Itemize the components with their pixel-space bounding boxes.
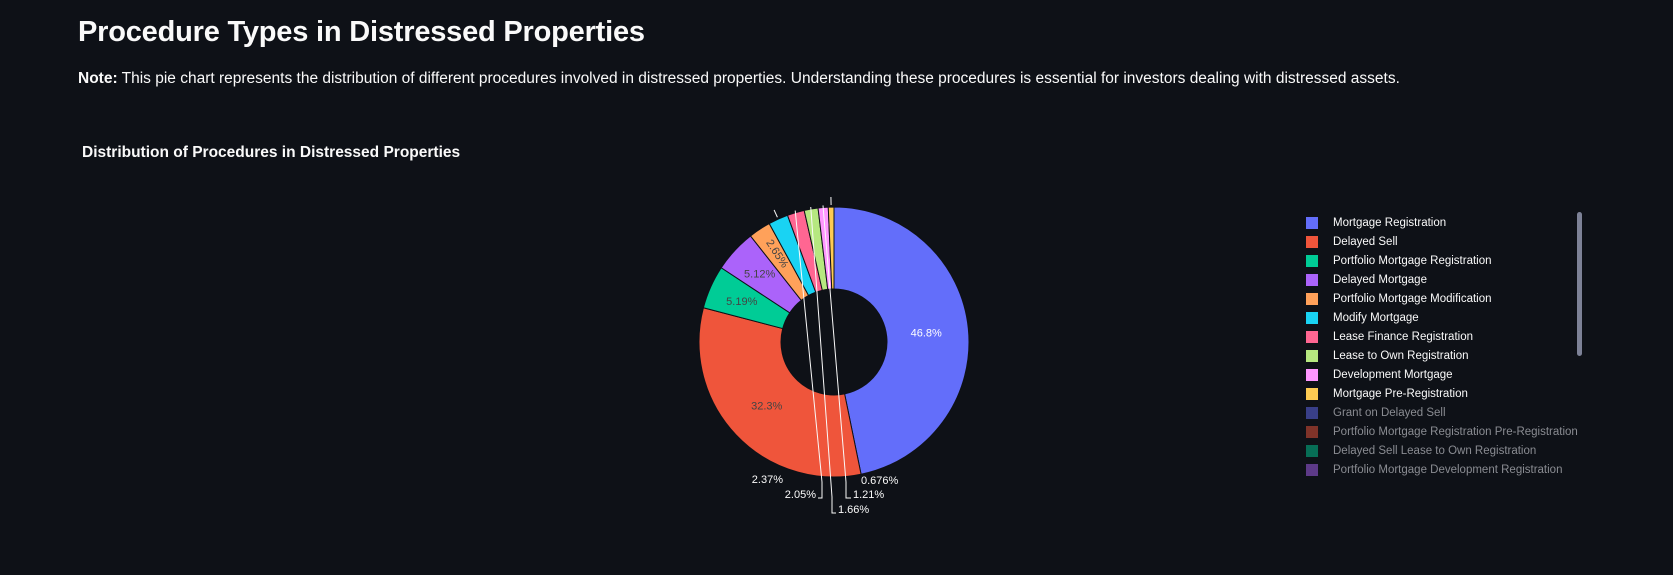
legend-label: Lease Finance Registration <box>1333 330 1473 343</box>
slice-label: 1.66% <box>838 504 869 516</box>
legend-item[interactable]: Lease to Own Registration <box>1306 346 1588 365</box>
legend-label: Portfolio Mortgage Registration Pre-Regi… <box>1333 425 1578 438</box>
legend-swatch <box>1306 216 1318 229</box>
chart-legend[interactable]: Mortgage Registration Delayed Sell Portfol… <box>1306 213 1588 477</box>
slice-label-leader <box>794 210 823 499</box>
legend-swatch <box>1306 311 1318 324</box>
legend-label: Portfolio Mortgage Modification <box>1333 292 1492 305</box>
legend-label: Grant on Delayed Sell <box>1333 406 1446 419</box>
legend-label: Delayed Mortgage <box>1333 273 1427 286</box>
pie-slice[interactable] <box>827 206 835 290</box>
legend-swatch <box>1306 273 1318 286</box>
slice-label: 2.05% <box>785 489 816 501</box>
legend-swatch <box>1306 425 1318 438</box>
legend-item[interactable]: Modify Mortgage <box>1306 308 1588 327</box>
slice-label: 5.19% <box>726 296 757 308</box>
legend-swatch <box>1306 444 1318 457</box>
chart-title: Distribution of Procedures in Distressed… <box>82 144 461 161</box>
pie-slice[interactable] <box>833 206 970 475</box>
slice-label-leader <box>822 205 851 499</box>
legend-scrollbar[interactable] <box>1577 212 1582 356</box>
page-title: Procedure Types in Distressed Properties <box>78 16 645 48</box>
legend-label: Lease to Own Registration <box>1333 349 1469 362</box>
pie-slices <box>698 206 970 478</box>
legend-label: Mortgage Registration <box>1333 216 1447 229</box>
slice-label: 2.37% <box>752 474 783 486</box>
legend-item[interactable]: Delayed Sell <box>1306 232 1588 251</box>
legend-label: Portfolio Mortgage Registration <box>1333 254 1492 267</box>
legend-item[interactable]: Delayed Mortgage <box>1306 270 1588 289</box>
legend-swatch <box>1306 349 1318 362</box>
legend-item[interactable]: Mortgage Registration <box>1306 213 1588 232</box>
legend-swatch <box>1306 235 1318 248</box>
legend-item[interactable]: Portfolio Mortgage Registration <box>1306 251 1588 270</box>
legend-swatch <box>1306 463 1318 476</box>
legend-item[interactable]: Portfolio Mortgage Registration Pre-Regi… <box>1306 422 1588 441</box>
legend-label: Portfolio Mortgage Development Registrat… <box>1333 463 1563 476</box>
slice-label: 5.12% <box>744 269 775 281</box>
legend-swatch <box>1306 330 1318 343</box>
slice-label: 46.8% <box>911 328 942 340</box>
legend-item[interactable]: Portfolio Mortgage Development Registrat… <box>1306 460 1588 477</box>
legend-swatch <box>1306 387 1318 400</box>
note-paragraph: Note: This pie chart represents the dist… <box>78 70 1400 88</box>
note-label: Note: <box>78 70 118 87</box>
legend-item[interactable]: Portfolio Mortgage Modification <box>1306 289 1588 308</box>
legend-swatch <box>1306 254 1318 267</box>
note-text: This pie chart represents the distributi… <box>117 70 1400 87</box>
legend-label: Delayed Sell <box>1333 235 1398 248</box>
legend-item[interactable]: Grant on Delayed Sell <box>1306 403 1588 422</box>
pie-slice[interactable] <box>698 307 862 478</box>
legend-item[interactable]: Development Mortgage <box>1306 365 1588 384</box>
legend-item[interactable]: Lease Finance Registration <box>1306 327 1588 346</box>
slice-label: 1.21% <box>853 489 884 501</box>
legend-swatch <box>1306 292 1318 305</box>
slice-label-leader <box>810 206 836 514</box>
legend-label: Mortgage Pre-Registration <box>1333 387 1468 400</box>
slice-label: 32.3% <box>751 401 782 413</box>
legend-swatch <box>1306 368 1318 381</box>
slice-label: 0.676% <box>861 475 899 487</box>
legend-item[interactable]: Delayed Sell Lease to Own Registration <box>1306 441 1588 460</box>
legend-label: Modify Mortgage <box>1333 311 1419 324</box>
legend-swatch <box>1306 406 1318 419</box>
slice-label-leader <box>773 209 778 218</box>
legend-label: Delayed Sell Lease to Own Registration <box>1333 444 1537 457</box>
legend-item[interactable]: Mortgage Pre-Registration <box>1306 384 1588 403</box>
legend-label: Development Mortgage <box>1333 368 1453 381</box>
